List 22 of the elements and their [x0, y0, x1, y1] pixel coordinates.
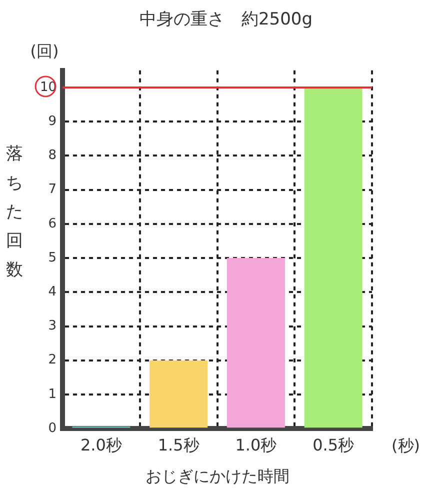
y-tick-label: 4	[48, 284, 57, 300]
x-tick-label: 1.0秒	[235, 435, 277, 454]
y-tick-label: 2	[48, 352, 57, 368]
y-tick-label: 0	[48, 420, 57, 436]
x-tick-label: 0.5秒	[312, 435, 354, 454]
y-tick-label: 1	[48, 386, 57, 402]
y-tick-label: 5	[48, 250, 57, 266]
bar	[226, 258, 285, 428]
bar	[304, 87, 362, 428]
y-tick-label: 6	[48, 216, 57, 232]
y-tick-label: 7	[48, 182, 57, 198]
y-axis-title: 落ちた回数	[6, 143, 24, 282]
y-tick-label: 8	[48, 148, 57, 164]
x-tick-label: 2.0秒	[80, 435, 122, 454]
y-tick-label: 3	[48, 318, 57, 334]
x-tick-label: 1.5秒	[158, 435, 200, 454]
chart-title: 中身の重さ 約2500g	[139, 10, 313, 30]
text: (回)	[30, 42, 59, 61]
x-axis-title: おじぎにかけた時間	[145, 466, 290, 486]
text: (秒)	[392, 436, 420, 455]
bar	[150, 360, 208, 428]
y-tick-label: 9	[48, 114, 57, 129]
